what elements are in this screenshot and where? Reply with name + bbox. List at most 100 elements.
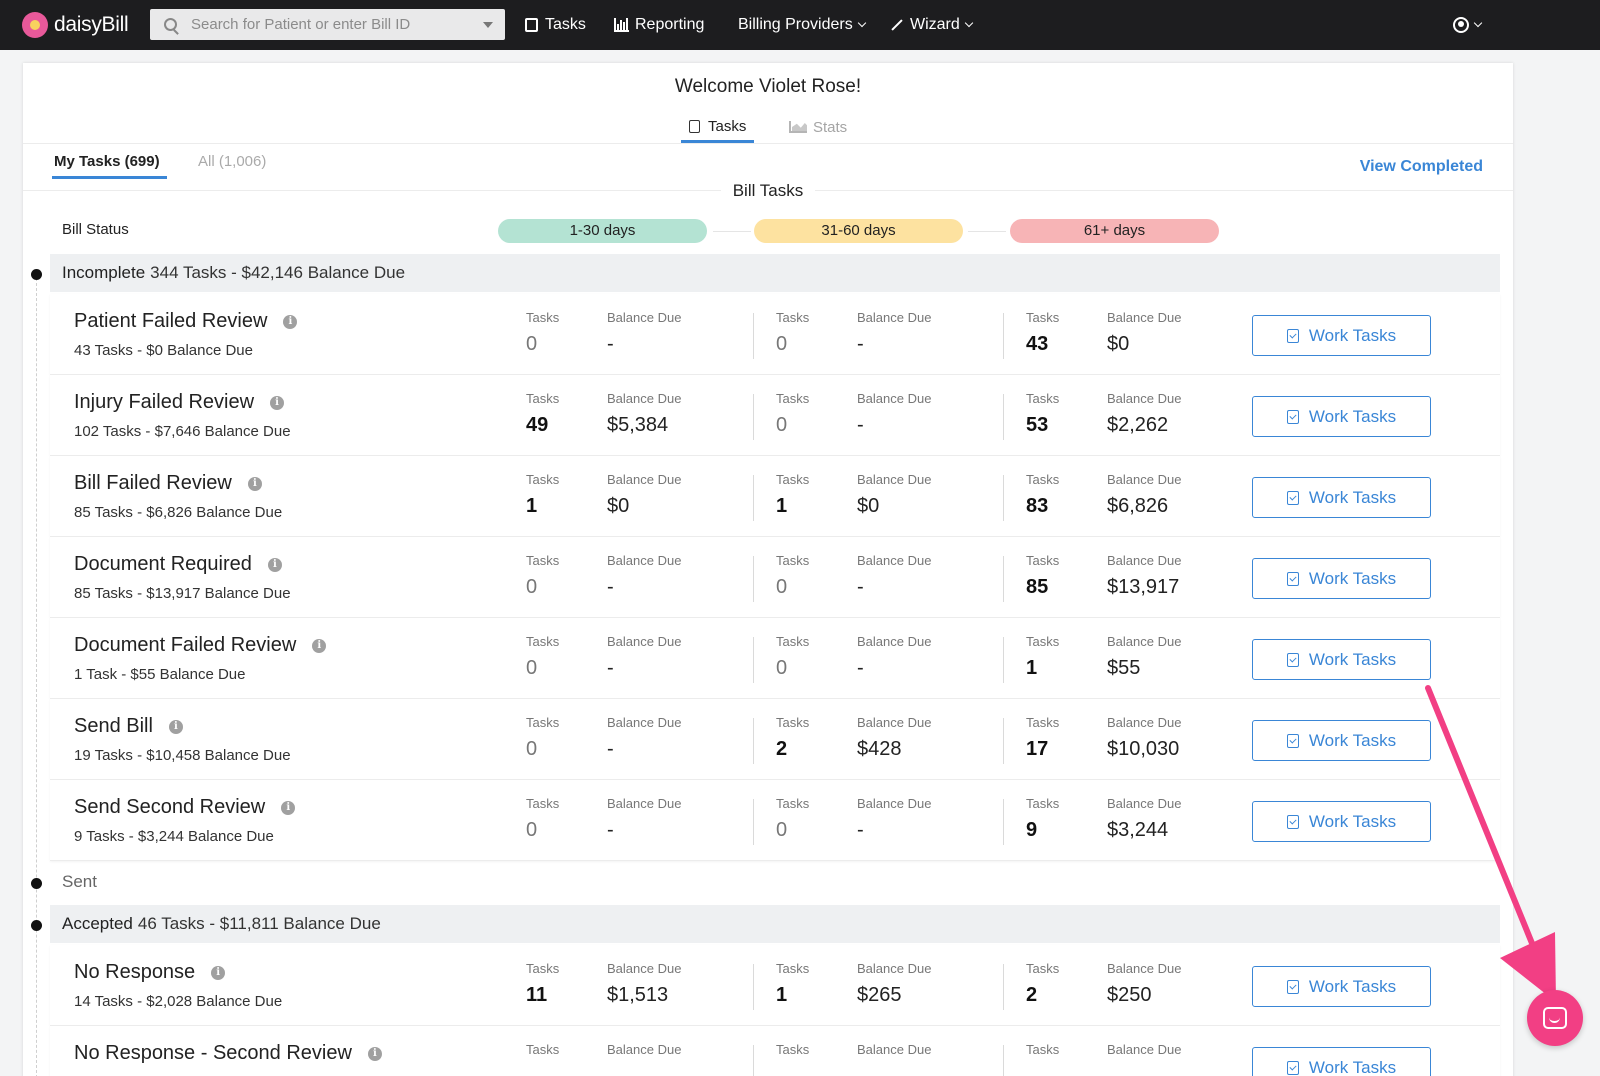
tasks-count: 1: [776, 495, 788, 517]
tasks-count: 1: [526, 495, 538, 517]
chat-launcher-button[interactable]: [1527, 990, 1583, 1046]
clipboard-check-icon: [1286, 490, 1299, 505]
tasks-label: Tasks: [1026, 391, 1060, 406]
task-row-summary: 102 Tasks - $7,646 Balance Due: [74, 423, 291, 440]
balance-due-value: -: [607, 333, 614, 355]
info-icon[interactable]: i: [312, 638, 327, 653]
info-icon[interactable]: i: [367, 1046, 382, 1061]
balance-due-value: $5,384: [607, 414, 669, 436]
work-tasks-label: Work Tasks: [1308, 406, 1397, 426]
tasks-label: Tasks: [1026, 553, 1060, 568]
tab-tasks[interactable]: Tasks: [681, 113, 755, 143]
tasks-count: 17: [1026, 738, 1049, 760]
divider: [1003, 1045, 1004, 1076]
balance-due-label: Balance Due: [857, 634, 932, 649]
section-name: Accepted: [62, 914, 133, 933]
section-summary: 46 Tasks - $11,811 Balance Due: [137, 914, 381, 933]
task-row: Bill Failed Review i 85 Tasks - $6,826 Bal…: [50, 456, 1500, 537]
timeline-dot: [31, 878, 42, 889]
tasks-label: Tasks: [1026, 310, 1060, 325]
nav-billing-providers[interactable]: Billing Providers: [738, 0, 866, 50]
tasks-count: 43: [1026, 333, 1049, 355]
section-accepted: Accepted 46 Tasks - $11,811 Balance Due: [50, 905, 1500, 943]
info-icon[interactable]: i: [211, 965, 226, 980]
clipboard-check-icon: [1286, 328, 1299, 343]
balance-due-label: Balance Due: [607, 391, 682, 406]
task-row-title-text: Patient Failed Review: [74, 310, 268, 332]
work-tasks-button[interactable]: Work Tasks: [1252, 966, 1431, 1007]
info-icon[interactable]: i: [270, 395, 285, 410]
work-tasks-button[interactable]: Work Tasks: [1252, 396, 1431, 437]
balance-due-label: Balance Due: [857, 715, 932, 730]
task-row-title-text: Send Second Review: [74, 796, 266, 818]
balance-due-label: Balance Due: [857, 391, 932, 406]
nav-reporting[interactable]: Reporting: [614, 0, 704, 50]
tasks-count: 9: [1026, 819, 1038, 841]
work-tasks-button[interactable]: Work Tasks: [1252, 558, 1431, 599]
tasks-label: Tasks: [776, 1042, 810, 1057]
clipboard-check-icon: [1286, 571, 1299, 586]
balance-due-label: Balance Due: [607, 634, 682, 649]
balance-due-value: -: [607, 657, 614, 679]
divider: [1003, 475, 1004, 521]
task-row-title: Document Failed Review i: [74, 634, 327, 657]
task-row-title-text: Injury Failed Review: [74, 391, 255, 413]
user-menu[interactable]: [1453, 0, 1483, 50]
section-name: Incomplete: [62, 263, 146, 282]
divider: [1003, 556, 1004, 602]
divider: [713, 231, 751, 232]
user-icon: [1453, 17, 1469, 33]
search-box[interactable]: [150, 9, 505, 40]
info-icon[interactable]: i: [247, 476, 262, 491]
info-icon[interactable]: i: [168, 719, 183, 734]
info-icon[interactable]: i: [283, 314, 298, 329]
task-row-title: Send Second Review i: [74, 796, 296, 819]
task-row: Patient Failed Review i 43 Tasks - $0 Bala…: [50, 294, 1500, 375]
work-tasks-label: Work Tasks: [1308, 811, 1397, 831]
task-row-title: Injury Failed Review i: [74, 391, 285, 414]
clipboard-icon: [525, 18, 538, 32]
info-icon[interactable]: i: [281, 800, 296, 815]
search-dropdown-icon[interactable]: [483, 22, 493, 28]
balance-due-value: $55: [1107, 657, 1141, 679]
subtab-all[interactable]: All (1,006): [198, 153, 267, 170]
work-tasks-button[interactable]: Work Tasks: [1252, 720, 1431, 761]
work-tasks-label: Work Tasks: [1308, 1057, 1397, 1076]
section-incomplete: Incomplete 344 Tasks - $42,146 Balance D…: [50, 254, 1500, 292]
brand-logo[interactable]: daisyBill: [22, 12, 129, 38]
work-tasks-label: Work Tasks: [1308, 730, 1397, 750]
balance-due-label: Balance Due: [1107, 310, 1182, 325]
work-tasks-button[interactable]: Work Tasks: [1252, 1047, 1431, 1076]
info-icon[interactable]: i: [267, 557, 282, 572]
work-tasks-label: Work Tasks: [1308, 976, 1397, 996]
subtab-my-tasks[interactable]: My Tasks (699): [52, 153, 167, 179]
balance-due-label: Balance Due: [607, 553, 682, 568]
balance-due-value: $0: [857, 495, 880, 517]
task-row: Send Second Review i 9 Tasks - $3,244 Bala…: [50, 780, 1500, 861]
balance-due-label: Balance Due: [857, 1042, 932, 1057]
tasks-label: Tasks: [526, 634, 560, 649]
work-tasks-button[interactable]: Work Tasks: [1252, 477, 1431, 518]
work-tasks-button[interactable]: Work Tasks: [1252, 639, 1431, 680]
bill-status-label: Bill Status: [62, 221, 129, 238]
task-row: No Response i 14 Tasks - $2,028 Balance Du…: [50, 945, 1500, 1026]
task-row-title: Document Required i: [74, 553, 282, 576]
tab-stats[interactable]: Stats: [789, 113, 847, 141]
search-input[interactable]: [191, 16, 471, 33]
tasks-count: 0: [526, 819, 538, 841]
balance-due-value: $0: [1107, 333, 1130, 355]
divider: [753, 799, 754, 845]
bill-tasks-heading: Bill Tasks: [23, 181, 1513, 201]
work-tasks-button[interactable]: Work Tasks: [1252, 315, 1431, 356]
nav-wizard[interactable]: Wizard: [890, 0, 974, 50]
nav-tasks[interactable]: Tasks: [525, 0, 586, 50]
view-completed-link[interactable]: View Completed: [1359, 158, 1483, 175]
chevron-down-icon: [1473, 18, 1483, 28]
tasks-label: Tasks: [526, 391, 560, 406]
work-tasks-button[interactable]: Work Tasks: [1252, 801, 1431, 842]
balance-due-label: Balance Due: [857, 472, 932, 487]
clipboard-check-icon: [1286, 409, 1299, 424]
task-row-title-text: Document Failed Review: [74, 634, 297, 656]
tasks-label: Tasks: [526, 472, 560, 487]
balance-due-label: Balance Due: [1107, 1042, 1182, 1057]
